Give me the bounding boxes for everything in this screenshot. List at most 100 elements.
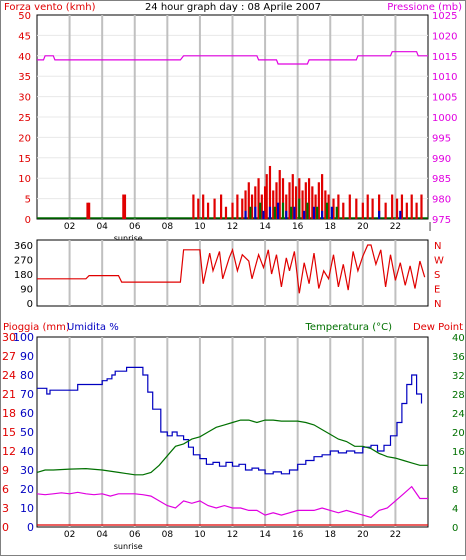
humidity-y-tick-label: 90	[20, 350, 34, 363]
humidity-x-tick-label: 06	[129, 530, 141, 540]
gust-bar	[378, 194, 381, 219]
wind-y-tick-label: 30	[18, 93, 31, 104]
direction-y-tick-label: 0	[27, 299, 33, 310]
humidity-y-tick-label: 30	[20, 464, 34, 477]
wind-green-bar	[298, 198, 301, 219]
gust-bar	[285, 194, 288, 219]
wind-blue-bar	[254, 206, 257, 219]
wind-x-tick-label: 20	[357, 222, 369, 232]
wind-y-tick-label: 50	[18, 11, 31, 22]
gust-bar	[395, 198, 399, 219]
rain-y-tick-label: 15	[2, 426, 16, 439]
humidity-y-tick-label: 60	[20, 407, 34, 420]
gust-bar	[371, 198, 374, 219]
wind-x-tick-label: 16	[292, 222, 304, 232]
compass-tick-label: E	[434, 285, 440, 296]
gust-bar	[202, 194, 205, 219]
wind-green-bar	[249, 206, 252, 219]
rain-y-tick-label: 6	[2, 483, 9, 496]
wind-axis-title: Forza vento (kmh)	[4, 2, 96, 13]
wind-green-bar	[335, 206, 338, 219]
gust-bar	[197, 198, 200, 219]
temperature-y-tick-label: 36	[452, 352, 465, 363]
wind-y-tick-label: 25	[18, 113, 31, 124]
humidity-y-tick-label: 0	[27, 521, 34, 534]
pressure-y-tick-label: 1005	[432, 93, 457, 104]
pressure-y-tick-label: 1000	[432, 113, 457, 124]
gust-bar	[250, 194, 254, 219]
gust-bar	[241, 198, 244, 219]
rain-y-tick-label: 0	[2, 521, 9, 534]
gust-bar	[304, 182, 307, 219]
humidity-y-tick-label: 70	[20, 388, 34, 401]
gust-bar	[332, 198, 335, 219]
temperature-y-tick-label: 0	[452, 523, 458, 534]
wind-y-tick-label: 0	[25, 215, 31, 226]
wind-blue-bar	[321, 210, 324, 219]
gust-bar	[281, 178, 285, 219]
wind-green-bar	[259, 202, 262, 219]
temperature-y-tick-label: 20	[452, 428, 465, 439]
gust-bar	[244, 190, 247, 219]
humidity-x-tick-label: 16	[292, 530, 304, 540]
wind-x-tick-label: 04	[96, 222, 108, 232]
gust-bar	[415, 202, 418, 219]
direction-line	[37, 244, 426, 294]
wind-blue-bar	[312, 206, 316, 219]
wind-x-tick-label: 18	[325, 222, 337, 232]
compass-tick-label: N	[434, 299, 441, 310]
wind-y-tick-label: 15	[18, 154, 31, 165]
gust-bar	[260, 194, 263, 219]
rain-y-tick-label: 9	[2, 464, 9, 477]
temperature-y-tick-label: 4	[452, 504, 458, 515]
gust-bar	[410, 194, 413, 219]
gust-bar	[254, 186, 257, 219]
gust-bar	[272, 190, 275, 219]
humidity-y-tick-label: 20	[20, 483, 34, 496]
pressure-line	[37, 51, 428, 65]
pressure-y-tick-label: 1010	[432, 72, 457, 83]
gust-bar	[263, 186, 267, 219]
temperature-y-tick-label: 24	[452, 409, 465, 420]
humidity-y-tick-label: 40	[20, 445, 34, 458]
sunrise-label-bottom: sunrise	[114, 542, 143, 551]
gust-bar	[420, 194, 423, 219]
gust-bar	[219, 194, 223, 219]
humidity-x-tick-label: 14	[259, 530, 271, 540]
gust-bar	[123, 194, 127, 219]
gust-bar	[122, 194, 125, 219]
humidity-x-tick-label: 12	[227, 530, 238, 540]
gust-bar	[288, 182, 291, 219]
direction-y-tick-label: 270	[14, 256, 33, 267]
gust-bar	[275, 182, 278, 219]
gust-bar	[88, 202, 91, 219]
pressure-y-tick-label: 980	[432, 195, 451, 206]
gust-bar	[355, 198, 358, 219]
pressure-y-tick-label: 1020	[432, 31, 457, 42]
gust-bar	[405, 202, 408, 219]
temperature-axis-title: Temperatura (°C)	[304, 322, 392, 333]
wind-x-tick-label: 02	[64, 222, 75, 232]
gust-bar	[257, 178, 260, 219]
wind-x-tick-label: 14	[259, 222, 271, 232]
rain-y-tick-label: 30	[2, 331, 16, 344]
dewpoint-axis-title: Dew Point	[413, 322, 463, 333]
wind-pressure-panel: 0510152025303540455097598098599099510001…	[18, 11, 457, 243]
wind-blue-bar	[268, 206, 272, 219]
rain-axis-title: Pioggia (mm)	[3, 322, 70, 333]
gust-bar	[192, 194, 195, 219]
chart-title: 24 hour graph day : 08 Aprile 2007	[145, 2, 321, 13]
gust-bar	[337, 194, 340, 219]
compass-tick-label: S	[434, 270, 440, 281]
gust-bar	[321, 174, 324, 219]
wind-blue-bar	[399, 210, 402, 219]
humidity-x-tick-label: 02	[64, 530, 75, 540]
wind-x-tick-label: 08	[162, 222, 174, 232]
gust-bar	[247, 182, 250, 219]
gust-bar	[366, 194, 369, 219]
wind-blue-bar	[303, 210, 306, 219]
wind-green-bar	[306, 202, 309, 219]
rain-y-tick-label: 24	[2, 369, 16, 382]
